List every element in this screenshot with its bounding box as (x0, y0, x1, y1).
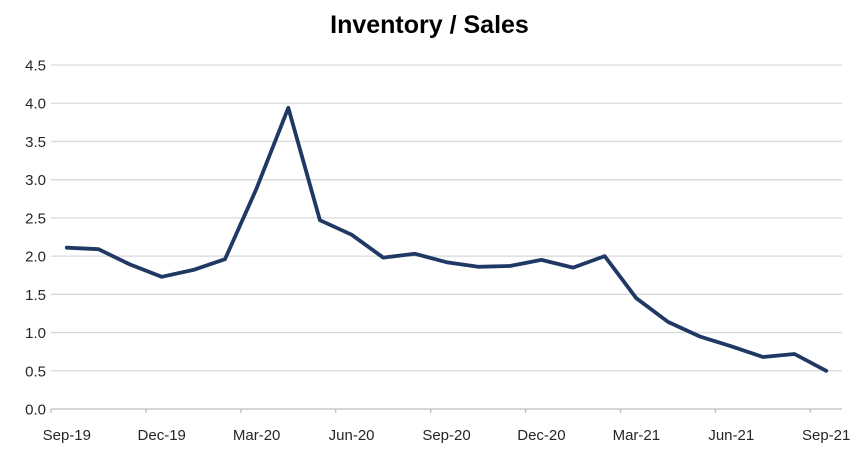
y-axis-tick-label: 3.5 (25, 134, 46, 151)
y-axis-tick-label: 4.5 (25, 58, 46, 75)
x-axis-tick-label: Sep-21 (802, 427, 850, 444)
x-axis-tick-label: Dec-20 (517, 427, 565, 444)
y-axis-tick-label: 3.0 (25, 172, 46, 189)
y-axis-tick-label: 2.5 (25, 210, 46, 227)
x-axis-tick-label: Mar-20 (233, 427, 281, 444)
y-axis-tick-label: 1.5 (25, 287, 46, 304)
y-axis-tick-label: 2.0 (25, 249, 46, 266)
x-axis-tick-label: Jun-21 (708, 427, 754, 444)
x-axis-tick-label: Sep-19 (43, 427, 91, 444)
y-axis-tick-label: 0.5 (25, 363, 46, 380)
x-axis-tick-label: Jun-20 (329, 427, 375, 444)
x-axis-tick-label: Dec-19 (138, 427, 186, 444)
inventory-sales-series-line (64, 105, 829, 373)
chart-title: Inventory / Sales (330, 11, 529, 39)
x-axis-tick-label: Mar-21 (613, 427, 661, 444)
y-axis-tick-label: 4.0 (25, 96, 46, 113)
x-axis-tick-label: Sep-20 (422, 427, 470, 444)
y-axis-tick-label: 1.0 (25, 325, 46, 342)
y-axis-tick-label: 0.0 (25, 402, 46, 419)
